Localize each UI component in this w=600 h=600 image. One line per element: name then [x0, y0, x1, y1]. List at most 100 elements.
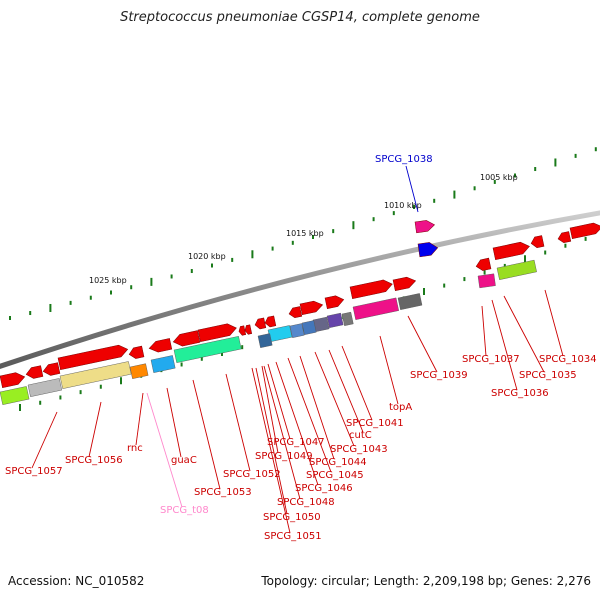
gene-group	[0, 386, 30, 405]
tick-mark	[594, 147, 597, 152]
inner-tick-mark	[423, 288, 425, 295]
tick-mark	[89, 295, 92, 300]
leader-line	[299, 355, 335, 460]
inner-tick-mark	[443, 283, 446, 288]
gene-group	[59, 361, 132, 389]
gene-label[interactable]: guaC	[171, 455, 197, 466]
leader-line	[314, 351, 355, 447]
inner-tick-mark	[120, 377, 122, 385]
gene-group	[569, 222, 600, 240]
gene-block	[267, 325, 293, 342]
gene-arrow	[128, 345, 145, 359]
gene-arrow	[197, 323, 237, 343]
gene-arrow	[254, 317, 267, 330]
leader-line	[407, 315, 438, 373]
gene-group	[324, 295, 345, 310]
gene-label[interactable]: SPCG_1039	[410, 370, 468, 381]
leader-line	[503, 295, 545, 373]
gene-arrow	[492, 241, 530, 261]
gene-label[interactable]: SPCG_1047	[267, 437, 325, 448]
gene-block	[301, 320, 317, 335]
gene-group	[42, 362, 61, 376]
tick-label: 1015 kbp	[286, 229, 324, 238]
gene-label[interactable]: topA	[389, 402, 412, 413]
gene-arrow	[25, 365, 44, 379]
gene-label[interactable]: rnc	[127, 443, 143, 454]
gene-label[interactable]: SPCG_1050	[263, 512, 321, 523]
tick-mark	[49, 303, 52, 312]
inner-tick-mark	[564, 243, 567, 248]
gene-arrow	[475, 257, 492, 271]
tick-label: 1005 kbp	[480, 173, 518, 182]
tick-label: 1010 kbp	[384, 201, 422, 210]
gene-group	[326, 312, 344, 328]
gene-label[interactable]: SPCG_t08	[160, 505, 209, 516]
gene-label[interactable]: SPCG_1043	[330, 444, 388, 455]
gene-arrow	[417, 242, 439, 258]
gene-arrow	[530, 235, 545, 249]
leader-line	[135, 392, 144, 446]
gene-block	[477, 273, 496, 289]
inner-tick-mark	[241, 345, 244, 350]
leader-line	[405, 165, 419, 213]
tick-mark	[392, 211, 395, 216]
gene-arrow	[569, 222, 600, 240]
gene-group	[341, 311, 354, 326]
gene-label[interactable]: SPCG_1053	[194, 487, 252, 498]
tick-mark	[190, 269, 193, 274]
gene-group	[254, 317, 267, 330]
leader-line	[328, 349, 364, 433]
gene-arrow	[148, 338, 173, 353]
gene-label[interactable]: SPCG_1046	[295, 483, 353, 494]
gene-group	[299, 300, 324, 316]
gene-label[interactable]: SPCG_1041	[346, 418, 404, 429]
gene-label[interactable]: cutC	[349, 430, 372, 441]
gene-label[interactable]: SPCG_1057	[5, 466, 63, 477]
tick-mark	[170, 274, 173, 279]
leader-line	[146, 392, 183, 508]
gene-group	[288, 306, 303, 319]
gene-group	[148, 338, 173, 353]
gene-group	[492, 241, 530, 261]
gene-label[interactable]: SPCG_1038	[375, 154, 433, 165]
tick-labels: 1005 kbp 1010 kbp 1015 kbp 1020 kbp 1025 kbp	[89, 173, 518, 285]
leader-line	[267, 363, 291, 440]
gene-label[interactable]: SPCG_1052	[223, 469, 281, 480]
gene-block	[397, 293, 423, 310]
gene-group	[150, 355, 176, 373]
gene-label[interactable]: SPCG_1056	[65, 455, 123, 466]
gene-block	[496, 259, 537, 280]
leader-line	[491, 299, 518, 391]
leader-line	[192, 379, 221, 490]
gene-label[interactable]: SPCG_1045	[306, 470, 364, 481]
gene-group	[475, 257, 492, 271]
leader-line	[263, 365, 301, 500]
gene-label[interactable]: SPCG_1049	[255, 451, 313, 462]
tick-mark	[493, 179, 496, 184]
gene-label[interactable]: SPCG_1044	[309, 457, 367, 468]
gene-group	[0, 372, 26, 389]
gene-label[interactable]: SPCG_1051	[264, 531, 322, 542]
accession-text: Accession: NC_010582	[8, 574, 145, 588]
gene-arrow	[392, 276, 417, 292]
gene-label[interactable]: SPCG_1036	[491, 388, 549, 399]
gene-label[interactable]: SPCG_1035	[519, 370, 577, 381]
gene-label[interactable]: SPCG_1048	[277, 497, 335, 508]
gene-group	[557, 231, 572, 244]
gene-arrow	[557, 231, 572, 244]
gene-label[interactable]: SPCG_1034	[539, 354, 597, 365]
tick-label: 1025 kbp	[89, 276, 127, 285]
tick-mark	[453, 190, 456, 199]
tick-mark	[352, 221, 355, 230]
gene-block	[59, 361, 132, 389]
gene-labels: SPCG_1038 SPCG_1034 SPCG_1037 SPCG_1035 SPCG…	[5, 154, 597, 542]
gene-arrow	[264, 315, 277, 328]
gene-arrow	[57, 344, 129, 371]
tick-mark	[150, 277, 153, 286]
tick-mark	[211, 263, 213, 268]
leader-line	[251, 367, 291, 534]
leader-line	[261, 365, 279, 454]
gene-arrow	[244, 324, 253, 335]
gene-group	[417, 242, 439, 258]
gene-label[interactable]: SPCG_1037	[462, 354, 520, 365]
